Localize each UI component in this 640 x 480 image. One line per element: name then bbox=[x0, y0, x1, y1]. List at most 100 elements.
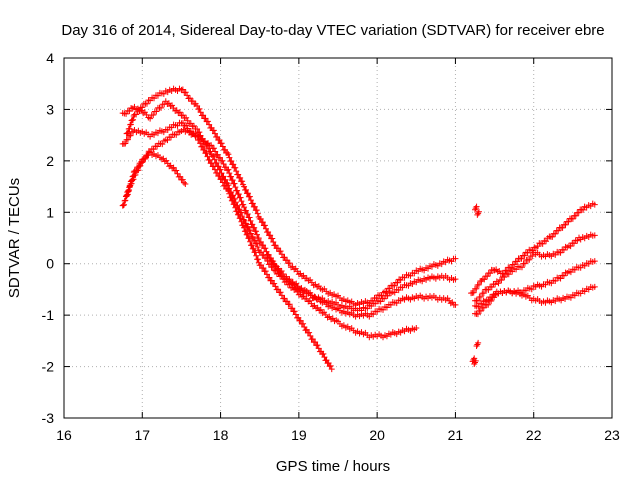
track-a-point bbox=[297, 317, 304, 324]
track-e-point bbox=[182, 181, 189, 187]
track-d-point bbox=[186, 95, 193, 102]
y-tick-label: -3 bbox=[42, 410, 55, 426]
track-c-point bbox=[167, 134, 174, 141]
track-c-point bbox=[173, 131, 180, 138]
track-g-point bbox=[524, 249, 531, 256]
track-a-point bbox=[204, 153, 211, 160]
track-c-point bbox=[235, 191, 242, 198]
track-a-point bbox=[307, 332, 314, 339]
track-g-point bbox=[484, 273, 491, 280]
track-d-point bbox=[179, 86, 186, 93]
track-d-point bbox=[235, 171, 242, 178]
track-c-point bbox=[257, 238, 264, 245]
track-g-point bbox=[569, 215, 576, 222]
track-b-point bbox=[184, 117, 191, 124]
track-e-point bbox=[135, 167, 142, 174]
track-d-point bbox=[259, 219, 266, 226]
track-e-point bbox=[128, 180, 135, 187]
track-b-point bbox=[211, 156, 218, 163]
track-d-point bbox=[230, 161, 237, 168]
track-b-point bbox=[236, 206, 243, 213]
track-e-point bbox=[139, 159, 146, 166]
track-a-point bbox=[312, 339, 319, 346]
track-g-point bbox=[539, 240, 546, 247]
y-tick-label: 2 bbox=[46, 153, 54, 169]
track-c-point bbox=[154, 143, 161, 150]
track-c-point bbox=[226, 170, 233, 177]
track-d-point bbox=[125, 129, 132, 136]
track-c-point bbox=[220, 161, 227, 168]
track-d-point bbox=[133, 111, 140, 118]
track-i-point bbox=[557, 275, 564, 282]
track-d-point bbox=[272, 242, 279, 249]
track-b-point bbox=[251, 237, 258, 244]
track-c-point bbox=[234, 187, 241, 194]
track-a-point bbox=[274, 286, 281, 293]
track-h-point bbox=[498, 277, 505, 284]
x-tick-label: 21 bbox=[448, 427, 464, 443]
track-f-point bbox=[277, 269, 284, 276]
x-tick-label: 17 bbox=[134, 427, 150, 443]
y-tick-label: 1 bbox=[46, 204, 54, 220]
track-d-point bbox=[196, 105, 203, 112]
track-f-point bbox=[265, 254, 272, 261]
track-b-point bbox=[150, 112, 157, 119]
track-c-point bbox=[159, 141, 166, 148]
track-c-point bbox=[216, 154, 223, 161]
track-c-point bbox=[247, 217, 254, 224]
track-d-point bbox=[269, 235, 276, 242]
track-c-point bbox=[251, 224, 258, 231]
track-b-point bbox=[194, 126, 201, 132]
track-e-point bbox=[181, 179, 188, 186]
track-a-point bbox=[277, 289, 284, 296]
track-a-point bbox=[284, 298, 291, 305]
track-e-point bbox=[132, 171, 139, 178]
track-j-point bbox=[488, 294, 495, 301]
track-a-point bbox=[300, 320, 307, 327]
track-h-point bbox=[495, 280, 502, 287]
track-j-point bbox=[475, 303, 482, 310]
track-e-point bbox=[130, 176, 137, 183]
y-tick-labels: 4 3 2 1 0 -1 -2 -3 bbox=[42, 50, 55, 426]
track-b-point bbox=[176, 109, 183, 116]
track-e-point bbox=[163, 157, 170, 164]
track-c-point bbox=[229, 177, 236, 184]
track-f-point bbox=[271, 260, 278, 267]
track-j-point bbox=[591, 283, 598, 290]
track-d-point bbox=[194, 102, 201, 109]
track-a-point bbox=[179, 119, 186, 126]
track-a-point bbox=[199, 143, 206, 150]
track-a-point bbox=[122, 140, 129, 147]
track-d-point bbox=[143, 100, 150, 107]
x-tick-label: 19 bbox=[291, 427, 307, 443]
track-h-point bbox=[485, 286, 492, 293]
track-c-point bbox=[253, 231, 260, 238]
track-b-point bbox=[254, 244, 261, 250]
track-d-point bbox=[241, 183, 248, 190]
track-g-point bbox=[543, 238, 550, 245]
track-h-point bbox=[560, 247, 567, 254]
track-h-point bbox=[526, 256, 533, 263]
track-b-point bbox=[230, 192, 237, 199]
track-b-point bbox=[179, 112, 186, 119]
track-g-point bbox=[562, 221, 569, 228]
track-i-point bbox=[477, 308, 484, 314]
track-j-point bbox=[492, 291, 499, 298]
track-f-point bbox=[278, 272, 285, 279]
x-tick-labels: 16 17 18 19 20 21 22 23 bbox=[56, 427, 620, 443]
track-h-point bbox=[529, 253, 536, 260]
track-e-point bbox=[142, 155, 149, 162]
track-b-point bbox=[228, 188, 235, 195]
track-d-point bbox=[232, 164, 239, 171]
track-c-point bbox=[219, 157, 226, 164]
track-h-point bbox=[501, 274, 508, 281]
track-c-point bbox=[164, 137, 171, 144]
track-d-point bbox=[281, 254, 288, 261]
track-e-point bbox=[123, 193, 130, 200]
track-d-point bbox=[136, 107, 143, 114]
track-a-point bbox=[124, 136, 131, 143]
track-d-point bbox=[197, 109, 204, 116]
track-b-point bbox=[126, 108, 133, 115]
track-b-point bbox=[239, 213, 246, 220]
track-f-point bbox=[381, 295, 388, 302]
